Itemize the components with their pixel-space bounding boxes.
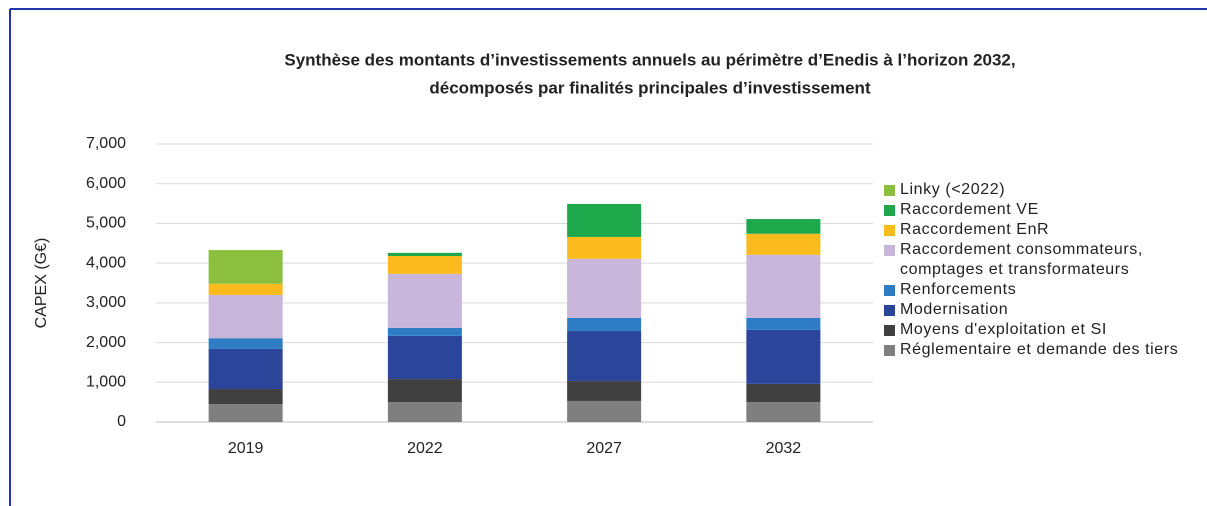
legend-item: Linky (<2022) — [884, 180, 1184, 200]
legend-label: Renforcements — [900, 281, 1017, 298]
legend-swatch — [884, 225, 895, 236]
legend-label: Linky (<2022) — [900, 181, 1006, 198]
bar-segment — [208, 338, 283, 349]
bar-segment — [387, 402, 462, 422]
legend-item: Raccordement VE — [884, 200, 1184, 220]
bar-segment — [387, 335, 462, 380]
x-tick-label: 2022 — [407, 440, 443, 457]
bar-segment — [208, 348, 283, 390]
bar-segment — [567, 331, 642, 382]
y-tick-label: 5,000 — [86, 215, 126, 232]
x-tick-label: 2032 — [766, 440, 802, 457]
legend-swatch — [884, 345, 895, 356]
legend-label: Raccordement VE — [900, 201, 1039, 218]
y-tick-label: 3,000 — [86, 294, 126, 311]
bar-segment — [387, 327, 462, 336]
legend-label: Réglementaire et demande des tiers — [900, 341, 1179, 358]
bar-segment — [746, 219, 821, 234]
chart-subtitle: décomposés par finalités principales d’i… — [429, 78, 871, 97]
bar-segment — [567, 317, 642, 332]
bar-segment — [567, 236, 642, 259]
bar-segment — [567, 258, 642, 318]
legend: Linky (<2022) Raccordement VE Raccordement… — [884, 180, 1184, 360]
bar-segment — [746, 254, 821, 318]
bar-segment — [208, 404, 283, 422]
bar-segment — [208, 389, 283, 405]
y-tick-label: 6,000 — [86, 175, 126, 192]
legend-item: Modernisation — [884, 300, 1184, 320]
legend-item: Raccordement EnR — [884, 220, 1184, 240]
legend-label: Raccordement consommateurs, comptages et… — [900, 241, 1143, 278]
legend-swatch — [884, 285, 895, 296]
bar-segment — [567, 203, 642, 237]
bar-segment — [746, 317, 821, 330]
y-tick-label: 1,000 — [86, 374, 126, 391]
bar-segment — [387, 255, 462, 274]
legend-swatch — [884, 245, 895, 256]
bar-segment — [567, 400, 642, 422]
bar-segment — [387, 252, 462, 256]
legend-label: Raccordement EnR — [900, 221, 1050, 238]
y-tick-label: 2,000 — [86, 334, 126, 351]
bar-segment — [208, 294, 283, 339]
y-tick-label: 0 — [117, 413, 126, 430]
x-tick-label: 2019 — [228, 440, 264, 457]
legend-swatch — [884, 325, 895, 336]
bar-segment — [746, 383, 821, 403]
y-tick-label: 4,000 — [86, 254, 126, 271]
legend-label: Modernisation — [900, 301, 1009, 318]
legend-item: Réglementaire et demande des tiers — [884, 340, 1184, 360]
bar-segment — [208, 250, 283, 284]
legend-item: Raccordement consommateurs, comptages et… — [884, 240, 1184, 280]
bar-segment — [746, 233, 821, 255]
legend-swatch — [884, 305, 895, 316]
legend-label: Moyens d'exploitation et SI — [900, 321, 1107, 338]
legend-item: Moyens d'exploitation et SI — [884, 320, 1184, 340]
legend-swatch — [884, 205, 895, 216]
bar-segment — [387, 379, 462, 403]
x-tick-label: 2027 — [586, 440, 622, 457]
y-axis-label: CAPEX (G€) — [33, 238, 50, 329]
legend-item: Renforcements — [884, 280, 1184, 300]
legend-swatch — [884, 185, 895, 196]
bar-segment — [387, 273, 462, 328]
bar-segment — [746, 329, 821, 384]
chart-title: Synthèse des montants d’investissements … — [284, 50, 1015, 69]
bar-segment — [567, 381, 642, 401]
bar-segment — [746, 402, 821, 422]
y-tick-label: 7,000 — [86, 135, 126, 152]
bar-segment — [208, 283, 283, 295]
